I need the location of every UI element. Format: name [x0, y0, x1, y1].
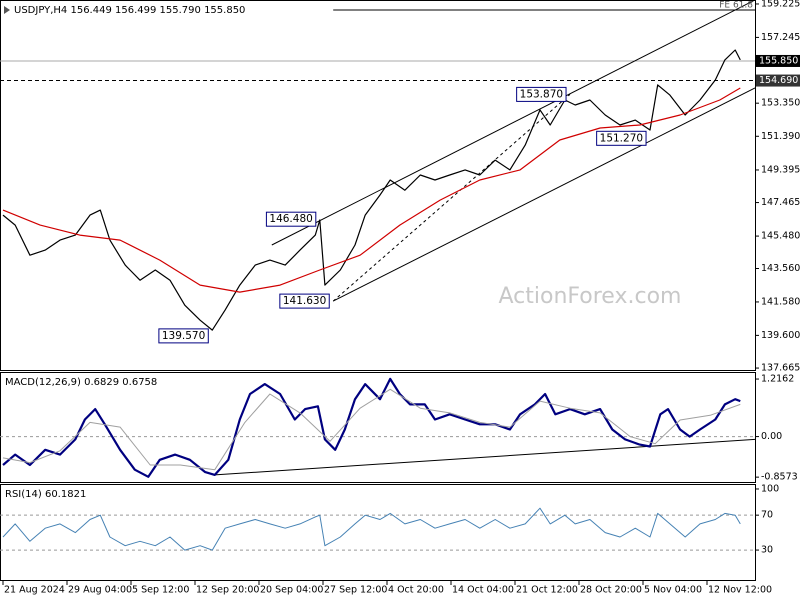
price-label-box	[756, 54, 800, 67]
y-tick-label: 100	[761, 483, 779, 494]
panel-title: USDJPY,H4 156.449 156.499 155.790 155.85…	[14, 5, 245, 16]
trend-line	[332, 94, 571, 302]
y-tick-label: 147.465	[761, 197, 800, 208]
x-tick-label: 28 Oct 20:00	[580, 585, 642, 596]
x-tick-label: 14 Oct 04:00	[452, 585, 514, 596]
plot-area	[0, 377, 755, 478]
series-line	[2, 49, 741, 331]
x-tick-label: 21 Aug 2024	[4, 585, 65, 596]
trend-line	[214, 438, 755, 476]
panel	[0, 0, 756, 371]
y-tick-label: 70	[761, 510, 773, 521]
annotation-label: 151.270	[600, 132, 643, 144]
x-tick-label: 21 Oct 12:00	[516, 585, 578, 596]
annotation-label: 139.570	[162, 330, 205, 342]
y-tick-label: 0.00	[761, 431, 782, 442]
x-tick-label: 5 Nov 04:00	[644, 585, 702, 596]
x-tick-label: 27 Sep 12:00	[324, 585, 387, 596]
y-tick-label: 157.245	[761, 32, 800, 43]
annotation-label: 153.870	[520, 88, 563, 100]
y-tick-label: 137.665	[761, 363, 800, 374]
y-tick-label: 141.580	[761, 296, 800, 307]
plot-area	[0, 0, 755, 331]
watermark: ActionForex.com	[499, 284, 682, 309]
x-tick-label: 20 Sep 04:00	[260, 585, 323, 596]
y-tick-label: -0.8573	[761, 472, 798, 483]
annotation-label: 141.630	[283, 295, 326, 307]
x-tick-label: 4 Oct 20:00	[388, 585, 444, 596]
y-tick-label: 139.600	[761, 330, 800, 341]
annotation-box	[279, 293, 330, 309]
panel	[0, 372, 756, 483]
line-label: FE 61.8	[719, 0, 753, 10]
y-tick-label: 153.350	[761, 98, 800, 109]
series-line	[2, 377, 741, 478]
panel-title: MACD(12,26,9) 0.6829 0.6758	[5, 377, 157, 388]
y-tick-label: 149.395	[761, 164, 800, 175]
y-tick-label: 30	[761, 545, 773, 556]
y-tick-label: 143.560	[761, 263, 800, 274]
y-tick-label: 145.480	[761, 231, 800, 242]
price-label: 155.850	[759, 55, 798, 66]
annotation-box	[596, 130, 647, 146]
series-line	[2, 507, 741, 551]
x-tick-label: 12 Sep 20:00	[196, 585, 259, 596]
annotation-box	[158, 328, 209, 344]
title-icon	[4, 6, 10, 14]
annotation-label: 146.480	[269, 213, 312, 225]
series-line	[2, 87, 741, 293]
x-tick-label: 5 Sep 12:00	[132, 585, 189, 596]
price-label-box	[756, 74, 800, 87]
price-label: 154.690	[759, 75, 798, 86]
y-tick-label: 159.225	[761, 0, 800, 9]
annotation-box	[265, 211, 317, 227]
y-tick-label: 151.390	[761, 131, 800, 142]
x-tick-label: 12 Nov 12:00	[708, 585, 772, 596]
plot-area	[0, 507, 755, 551]
series-line	[2, 388, 741, 471]
trend-line	[332, 87, 755, 302]
panel	[0, 484, 756, 581]
y-tick-label: 1.2162	[761, 374, 794, 385]
annotation-box	[516, 86, 567, 102]
x-tick-label: 29 Aug 04:00	[68, 585, 132, 596]
panel-title: RSI(14) 60.1821	[5, 489, 86, 500]
trend-line	[271, 0, 755, 246]
